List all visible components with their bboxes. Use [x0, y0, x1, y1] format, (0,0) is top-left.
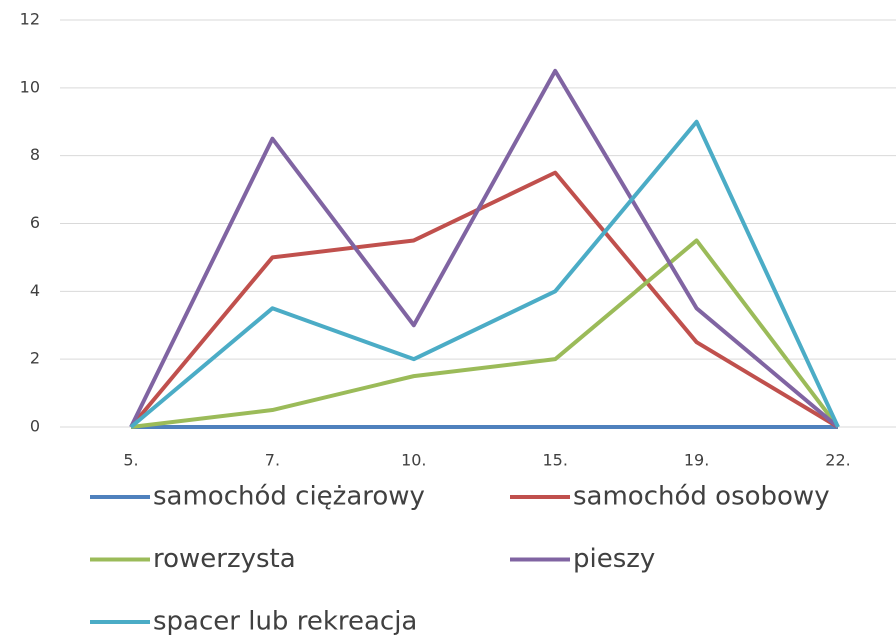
legend-label: pieszy — [573, 544, 655, 574]
series-line — [129, 68, 840, 429]
y-tick-label: 4 — [30, 281, 40, 300]
y-tick-label: 12 — [20, 10, 40, 29]
y-tick-label: 10 — [20, 77, 40, 96]
legend-label: rowerzysta — [153, 544, 296, 574]
y-tick-label: 8 — [30, 145, 40, 164]
series-line — [130, 238, 840, 429]
x-tick-label: 7. — [265, 451, 280, 470]
legend-label: spacer lub rekreacja — [153, 607, 417, 637]
y-tick-label: 0 — [30, 417, 40, 436]
series-line — [129, 119, 840, 429]
legend-label: samochód ciężarowy — [153, 482, 425, 512]
x-tick-label: 15. — [542, 451, 567, 470]
x-tick-label: 19. — [684, 451, 709, 470]
x-tick-label: 22. — [825, 451, 850, 470]
legend-label: samochód osobowy — [573, 482, 830, 512]
y-tick-label: 6 — [30, 213, 40, 232]
series-line — [129, 170, 840, 429]
x-tick-label: 5. — [123, 451, 138, 470]
y-tick-label: 2 — [30, 349, 40, 368]
x-tick-label: 10. — [401, 451, 426, 470]
